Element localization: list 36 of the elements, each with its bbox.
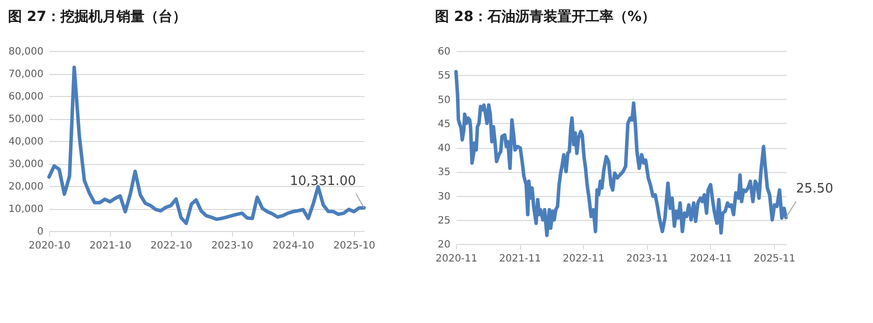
x-tick-label: 2025-11 [754, 254, 796, 264]
y-tick-label: 80,000 [8, 46, 44, 58]
x-tick-label: 2025-10 [333, 240, 376, 252]
y-tick-label: 60 [438, 46, 450, 58]
y-tick-label: 55 [438, 70, 450, 82]
annotation: 25.50 [796, 181, 834, 196]
chart-title: 图 27：挖掘机月销量（台） [8, 9, 186, 25]
x-tick-label: 2023-11 [626, 254, 668, 264]
y-tick-label: 50 [438, 94, 450, 106]
y-tick-label: 40 [438, 143, 450, 154]
x-tick-label: 2022-10 [150, 240, 192, 252]
y-tick-label: 50,000 [8, 114, 44, 125]
x-tick-label: 2022-11 [562, 254, 605, 264]
y-tick-label: 20 [438, 240, 450, 250]
y-tick-label: 30 [438, 191, 450, 202]
y-tick-label: 35 [438, 167, 450, 178]
y-tick-label: 0 [37, 226, 44, 238]
y-tick-label: 20,000 [8, 182, 44, 192]
y-tick-label: 70,000 [8, 69, 44, 80]
line-series [454, 70, 788, 238]
x-tick-label: 2020-10 [28, 240, 70, 252]
x-tick-label: 2024-11 [690, 254, 732, 264]
x-tick-label: 2023-10 [211, 240, 254, 252]
y-tick-label: 30,000 [8, 159, 44, 170]
y-tick-label: 10,000 [8, 204, 44, 215]
x-tick-label: 2020-11 [436, 254, 478, 264]
annotation: 10,331.00 [290, 174, 356, 189]
y-tick-label: 60,000 [8, 92, 44, 102]
x-tick-label: 2021-10 [90, 240, 132, 252]
line-series [47, 66, 366, 226]
y-tick-label: 25 [438, 215, 450, 226]
x-tick-label: 2021-11 [499, 254, 541, 264]
chart-title: 图 28：石油沥青装置开工率（%） [435, 8, 656, 25]
y-tick-label: 45 [438, 118, 450, 130]
x-tick-label: 2024-10 [272, 240, 314, 252]
y-tick-label: 40,000 [8, 136, 44, 148]
